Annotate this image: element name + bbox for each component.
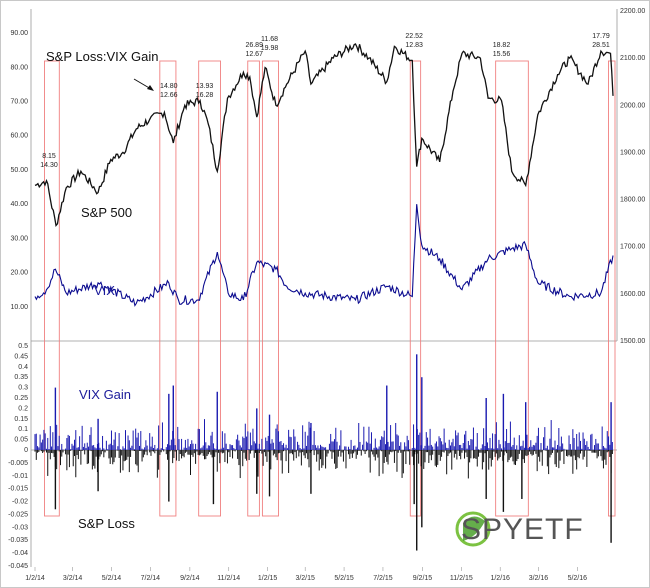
left-tick-labels: 90.00 80.00 70.00 60.00 50.00 40.00 30.00 20.00… (10, 30, 28, 311)
left-tick-label: 80.00 (10, 64, 28, 71)
right-tick-label: 1600.00 (620, 291, 645, 298)
lower-tick-label: 0.1 (18, 426, 28, 433)
annotation-top-value: 13.93 (196, 83, 214, 90)
highlight-rect (261, 60, 279, 517)
right-tick-label: 2200.00 (620, 8, 645, 15)
right-tick-label: 1500.00 (620, 338, 645, 345)
logo-swoosh-icon (463, 516, 485, 541)
highlight-rect (495, 60, 529, 517)
vix-gain-label: VIX Gain (79, 387, 131, 402)
lower-tick-label: 0.35 (14, 374, 28, 381)
annotation-bottom-value: 12.67 (245, 51, 263, 58)
annotation-bottom-value: 12.66 (160, 92, 178, 99)
lower-tick-label: 0 (24, 447, 28, 454)
x-tick-labels: 1/2/14 3/2/14 5/2/14 7/2/14 9/2/14 11/2/14 1/2… (25, 567, 587, 582)
logo-ring-icon (455, 511, 491, 547)
annotation-bottom-value: 12.83 (405, 42, 423, 49)
x-tick-label: 3/2/15 (295, 575, 315, 582)
lower-tick-label: -0.03 (12, 524, 28, 531)
left-tick-label: 60.00 (10, 133, 28, 140)
ispyetf-logo: SPYETF (455, 511, 584, 547)
lower-tick-labels: 0.5 0.45 0.4 0.35 0.3 0.25 0.2 0.15 0.1 0.05 0 -0.0… (8, 343, 28, 570)
x-tick-label: 9/2/15 (413, 575, 433, 582)
lower-tick-label: 0.3 (18, 385, 28, 392)
sp500-label: S&P 500 (81, 205, 132, 220)
lower-tick-label: 0.05 (14, 437, 28, 444)
x-tick-label: 1/2/15 (258, 575, 278, 582)
annotation-top-value: 26.89 (245, 42, 263, 49)
vix-series-line (34, 204, 614, 307)
x-tick-label: 3/2/16 (529, 575, 549, 582)
highlight-rect (409, 60, 422, 517)
lower-tick-label: 0.25 (14, 395, 28, 402)
lower-tick-label: -0.045 (8, 563, 28, 570)
lower-tick-label: -0.005 (8, 460, 28, 467)
x-tick-label: 11/2/15 (450, 575, 473, 582)
vix-label: VIX (94, 283, 115, 298)
chart-title: S&P Loss:VIX Gain (46, 49, 159, 64)
right-tick-label: 1900.00 (620, 149, 645, 156)
highlight-rect (247, 60, 260, 517)
right-tick-label: 1700.00 (620, 244, 645, 251)
x-tick-label: 11/2/14 (217, 575, 240, 582)
sp-loss-label: S&P Loss (78, 516, 135, 531)
lower-tick-label: 0.4 (18, 364, 28, 371)
annotation-bottom-value: 28.51 (592, 42, 610, 49)
x-tick-label: 3/2/14 (63, 575, 83, 582)
arrow-head-icon (147, 85, 154, 91)
left-tick-label: 30.00 (10, 235, 28, 242)
highlight-rect (44, 60, 60, 517)
x-tick-label: 7/2/15 (373, 575, 393, 582)
lower-tick-label: 0.2 (18, 405, 28, 412)
left-tick-label: 10.00 (10, 304, 28, 311)
x-tick-label: 7/2/14 (141, 575, 161, 582)
annotation-top-value: 17.79 (592, 33, 610, 40)
lower-tick-label: -0.015 (8, 486, 28, 493)
annotation-bottom-value: 15.56 (493, 51, 511, 58)
lower-tick-label: 0.5 (18, 343, 28, 350)
lower-tick-label: 0.15 (14, 416, 28, 423)
right-tick-labels: 2200.00 2100.00 2000.00 1900.00 1800.00 1700.… (620, 8, 645, 345)
left-tick-label: 90.00 (10, 30, 28, 37)
lower-tick-label: -0.04 (12, 550, 28, 557)
annotation-top-value: 14.80 (160, 83, 178, 90)
right-tick-label: 2100.00 (620, 55, 645, 62)
highlight-rect (198, 60, 221, 517)
lower-tick-label: -0.01 (12, 473, 28, 480)
annotation-top-value: 11.68 (261, 36, 278, 43)
x-tick-label: 1/2/16 (490, 575, 510, 582)
annotation-bottom-value: 19.98 (261, 45, 279, 52)
lower-tick-label: -0.025 (8, 511, 28, 518)
x-tick-label: 5/2/14 (102, 575, 122, 582)
left-tick-label: 20.00 (10, 270, 28, 277)
annotation-bottom-value: 16.28 (196, 92, 214, 99)
left-tick-label: 70.00 (10, 99, 28, 106)
x-tick-label: 5/2/15 (334, 575, 354, 582)
x-tick-label: 9/2/14 (180, 575, 200, 582)
lower-tick-label: 0.45 (14, 353, 28, 360)
annotation-top-value: 18.82 (493, 42, 511, 49)
right-tick-label: 1800.00 (620, 197, 645, 204)
annotation-top-value: 8.15 (42, 153, 56, 160)
left-tick-label: 40.00 (10, 201, 28, 208)
x-tick-label: 1/2/14 (25, 575, 45, 582)
lower-tick-label: -0.02 (12, 499, 28, 506)
annotation-labels: 8.1514.3014.8012.6613.9316.2826.8912.671… (40, 33, 610, 169)
x-tick-label: 5/2/16 (568, 575, 588, 582)
lower-tick-label: -0.035 (8, 537, 28, 544)
sp500-series-line (34, 43, 614, 228)
annotation-top-value: 22.52 (405, 33, 423, 40)
gain-loss-bars (34, 354, 613, 551)
title-arrow (133, 78, 152, 90)
right-tick-label: 2000.00 (620, 102, 645, 109)
logo-text: SPYETF (461, 513, 584, 546)
annotation-bottom-value: 14.30 (40, 162, 58, 169)
left-tick-label: 50.00 (10, 167, 28, 174)
